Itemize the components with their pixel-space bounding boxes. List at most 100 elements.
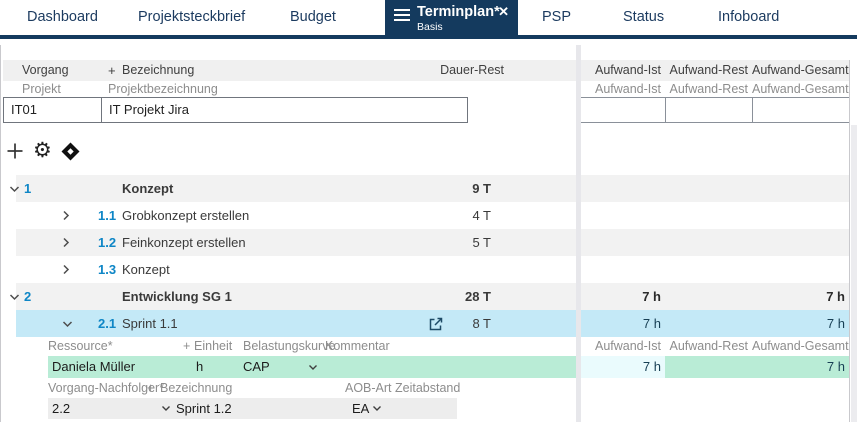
pane-right-border — [849, 60, 850, 422]
task-number: 1.2 — [98, 235, 117, 250]
col-header-aob-art: AOB-Art — [345, 381, 392, 395]
chevron-right-icon[interactable] — [62, 202, 70, 229]
task-number: 2.1 — [98, 316, 117, 331]
active-tab-subtitle: Basis — [417, 21, 443, 33]
pane-left-border — [0, 45, 1, 422]
aufwand-ist-value: 7 h — [642, 316, 661, 331]
task-duration: 4 T — [472, 208, 491, 223]
add-resource-icon[interactable]: + — [183, 339, 191, 353]
resource-header-row: Ressource* + Einheit Belastungskurve Kom… — [0, 337, 857, 356]
task-duration: 9 T — [472, 181, 491, 196]
pane-splitter[interactable] — [576, 45, 581, 422]
resource-name[interactable]: Daniela Müller — [52, 359, 136, 374]
task-number: 1.3 — [98, 262, 117, 277]
tab-status[interactable]: Status — [623, 9, 665, 25]
add-column-icon[interactable]: + — [108, 63, 116, 78]
resource-row[interactable]: Daniela Müller h CAP 7 h 7 h — [48, 356, 849, 378]
chevron-right-icon[interactable] — [62, 229, 70, 256]
col-header-kommentar: Kommentar — [325, 339, 390, 353]
task-row-2-1-selected[interactable]: 2.1 Sprint 1.1 8 T 7 h 7 h — [16, 310, 849, 337]
col-header-belastungskurve: Belastungskurve — [243, 339, 336, 353]
chevron-down-icon[interactable] — [372, 398, 382, 419]
successor-name: Sprint 1.2 — [176, 401, 232, 416]
col-header-ressource: Ressource* — [48, 339, 113, 353]
resource-aufwand-gesamt-value: 7 h — [826, 359, 845, 374]
project-id-input[interactable]: IT01 — [3, 97, 102, 123]
task-duration: 8 T — [472, 316, 491, 331]
tab-psp[interactable]: PSP — [542, 9, 572, 25]
col-header-einheit: Einheit — [194, 339, 233, 353]
task-duration: 5 T — [472, 235, 491, 250]
hamburger-menu-icon[interactable] — [394, 9, 410, 22]
successor-number-select[interactable]: 2.2 — [52, 401, 71, 416]
task-row-1[interactable]: 1 Konzept 9 T — [9, 175, 849, 202]
col-header-aufwand-gesamt[interactable]: Aufwand-Gesamt — [752, 63, 849, 77]
open-external-icon[interactable] — [427, 310, 445, 337]
task-number: 1.1 — [98, 208, 117, 223]
label-projektbezeichnung: Projektbezeichnung — [108, 82, 218, 96]
task-row-1-2[interactable]: 1.2 Feinkonzept erstellen 5 T — [16, 229, 849, 256]
task-row-2[interactable]: 2 Entwicklung SG 1 28 T 7 h 7 h — [9, 283, 849, 310]
resource-aufwand-ist-cell[interactable]: 7 h — [580, 356, 665, 378]
gear-icon[interactable]: ⚙ — [33, 139, 52, 162]
label-projekt: Projekt — [22, 82, 61, 96]
col-header-vorgang[interactable]: Vorgang — [22, 63, 69, 77]
col-header-vorgang-nachfolger: Vorgang-Nachfolger* — [48, 381, 165, 395]
active-tab-title: Terminplan* — [417, 4, 500, 20]
task-name: Feinkonzept erstellen — [122, 235, 246, 250]
sublabel-aufwand-rest: Aufwand-Rest — [669, 82, 748, 96]
aufwand-gesamt-value: 7 h — [826, 316, 845, 331]
tab-projektsteckbrief[interactable]: Projektsteckbrief — [138, 9, 246, 25]
col-header-dauer-rest[interactable]: Dauer-Rest — [440, 63, 504, 77]
task-name: Sprint 1.1 — [122, 316, 178, 331]
task-number: 1 — [24, 181, 32, 196]
chevron-right-icon[interactable] — [62, 256, 70, 283]
col-header-aufwand-rest[interactable]: Aufwand-Rest — [669, 63, 748, 77]
col-header-aufwand-ist: Aufwand-Ist — [594, 339, 661, 353]
chevron-down-icon[interactable] — [9, 283, 20, 310]
resource-unit[interactable]: h — [196, 359, 204, 374]
task-row-1-1[interactable]: 1.1 Grobkonzept erstellen 4 T — [16, 202, 849, 229]
tab-budget[interactable]: Budget — [290, 9, 336, 25]
close-tab-icon[interactable]: ✕ — [498, 4, 509, 19]
project-name-input[interactable]: IT Projekt Jira — [101, 97, 468, 123]
grid-header-row — [3, 60, 849, 81]
tab-dashboard[interactable]: Dashboard — [27, 9, 98, 25]
col-header-aufwand-rest: Aufwand-Rest — [669, 339, 748, 353]
col-header-zeitabstand: Zeitabstand — [395, 381, 461, 395]
task-name: Grobkonzept erstellen — [122, 208, 250, 223]
project-aufwand-ist-cell[interactable] — [580, 97, 666, 123]
aob-art-select[interactable]: EA — [352, 401, 370, 416]
chevron-down-icon[interactable] — [308, 356, 318, 378]
col-header-bezeichnung[interactable]: Bezeichnung — [122, 63, 195, 77]
task-row-1-3[interactable]: 1.3 Konzept — [16, 256, 849, 283]
milestone-diamond-icon[interactable] — [61, 142, 80, 161]
task-number: 2 — [24, 289, 32, 304]
sublabel-aufwand-ist: Aufwand-Ist — [594, 82, 661, 96]
sublabel-aufwand-gesamt: Aufwand-Gesamt — [752, 82, 849, 96]
chevron-down-icon[interactable] — [9, 175, 20, 202]
project-aufwand-rest-cell[interactable] — [665, 97, 753, 123]
task-duration: 28 T — [464, 289, 491, 304]
aufwand-gesamt-value: 7 h — [826, 289, 845, 304]
chevron-down-icon[interactable] — [161, 398, 171, 419]
grid-toolbar: ⚙ — [6, 139, 80, 163]
col-header-bezeichnung: Bezeichnung — [160, 381, 233, 395]
project-aufwand-gesamt-cell[interactable] — [752, 97, 850, 123]
aufwand-ist-value: 7 h — [642, 289, 661, 304]
col-header-aufwand-ist[interactable]: Aufwand-Ist — [594, 63, 661, 77]
tab-terminplan-active[interactable]: Terminplan* Basis ✕ — [385, 0, 518, 39]
load-curve-select[interactable]: CAP — [243, 359, 270, 374]
add-successor-icon[interactable]: + — [147, 381, 155, 395]
successor-row[interactable]: 2.2 Sprint 1.2 EA — [48, 398, 457, 419]
col-header-aufwand-gesamt: Aufwand-Gesamt — [752, 339, 849, 353]
tab-infoboard[interactable]: Infoboard — [718, 9, 780, 25]
task-name: Konzept — [122, 262, 170, 277]
successor-header-row: Vorgang-Nachfolger* + Bezeichnung AOB-Ar… — [0, 378, 857, 398]
task-name: Konzept — [122, 181, 174, 196]
chevron-down-icon[interactable] — [62, 310, 73, 337]
vertical-scrollbar[interactable] — [851, 125, 857, 422]
task-name: Entwicklung SG 1 — [122, 289, 232, 304]
add-task-button[interactable] — [6, 142, 24, 160]
